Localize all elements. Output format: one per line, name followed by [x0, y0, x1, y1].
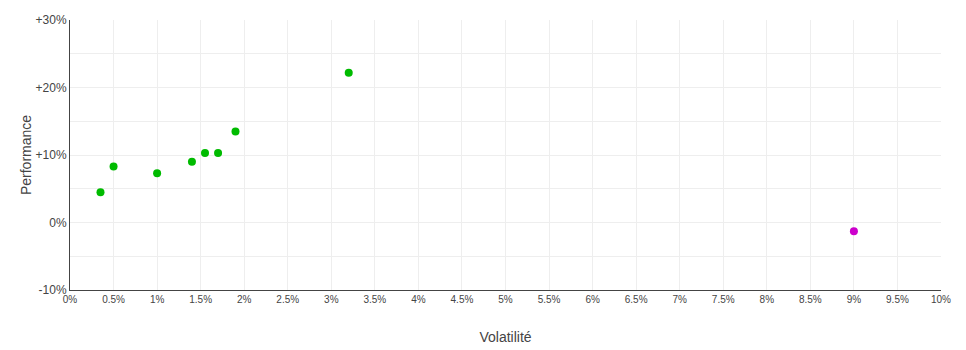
- svg-text:7%: 7%: [672, 294, 687, 305]
- svg-text:2%: 2%: [237, 294, 252, 305]
- svg-text:0.5%: 0.5%: [102, 294, 125, 305]
- svg-text:6.5%: 6.5%: [625, 294, 648, 305]
- svg-text:9.5%: 9.5%: [886, 294, 909, 305]
- svg-text:2.5%: 2.5%: [276, 294, 299, 305]
- svg-text:10%: 10%: [931, 294, 951, 305]
- svg-text:6%: 6%: [585, 294, 600, 305]
- svg-text:9%: 9%: [847, 294, 862, 305]
- svg-text:1.5%: 1.5%: [189, 294, 212, 305]
- svg-text:+30%: +30%: [36, 13, 67, 27]
- svg-text:0%: 0%: [63, 294, 78, 305]
- svg-text:4.5%: 4.5%: [451, 294, 474, 305]
- svg-text:1%: 1%: [150, 294, 165, 305]
- svg-text:3.5%: 3.5%: [363, 294, 386, 305]
- svg-text:-10%: -10%: [39, 283, 67, 297]
- svg-text:+10%: +10%: [36, 148, 67, 162]
- svg-text:5%: 5%: [498, 294, 513, 305]
- svg-text:3%: 3%: [324, 294, 339, 305]
- svg-text:8%: 8%: [760, 294, 775, 305]
- svg-text:Performance: Performance: [18, 115, 34, 195]
- svg-text:8.5%: 8.5%: [799, 294, 822, 305]
- svg-text:Volatilité: Volatilité: [479, 329, 531, 345]
- svg-text:+20%: +20%: [36, 81, 67, 95]
- svg-text:4%: 4%: [411, 294, 426, 305]
- svg-text:7.5%: 7.5%: [712, 294, 735, 305]
- svg-text:0%: 0%: [49, 216, 67, 230]
- svg-text:5.5%: 5.5%: [538, 294, 561, 305]
